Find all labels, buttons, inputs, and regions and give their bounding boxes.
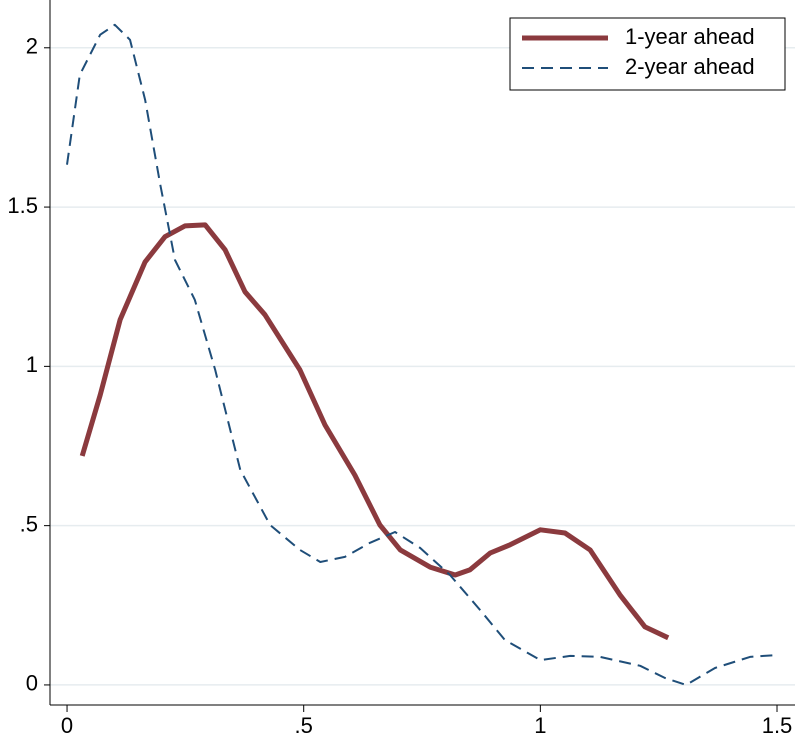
x-tick-label: 0: [61, 713, 73, 738]
y-tick-label: 2: [26, 34, 38, 59]
legend-box: [509, 17, 786, 91]
y-tick-label: 0: [26, 671, 38, 696]
legend-label: 2-year ahead: [625, 54, 755, 79]
x-tick-label: .5: [295, 713, 313, 738]
legend-label: 1-year ahead: [625, 24, 755, 49]
x-tick-label: 1: [534, 713, 546, 738]
line: [79, 222, 670, 641]
line: [66, 23, 778, 686]
x-tick-label: 1.5: [762, 713, 793, 738]
legend: 1-year ahead 2-year ahead: [509, 17, 786, 91]
y-tick-label: .5: [20, 511, 38, 536]
y-tick-label: 1.5: [7, 193, 38, 218]
y-tick-label: 1: [26, 352, 38, 377]
